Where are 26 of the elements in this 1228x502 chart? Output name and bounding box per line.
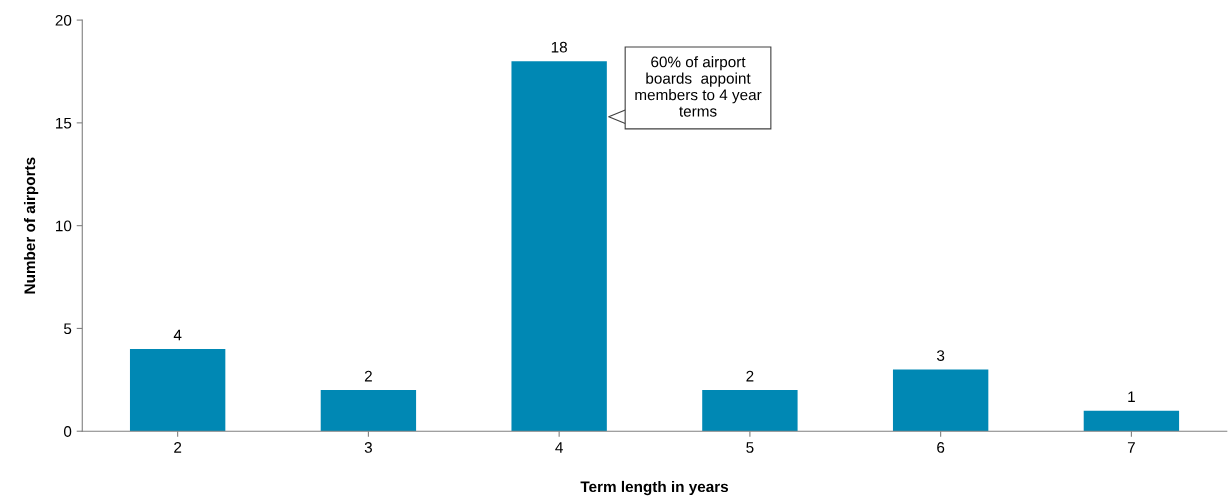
x-tick-label: 7 (1127, 442, 1135, 453)
data-label: 18 (551, 41, 567, 53)
bar (892, 369, 989, 432)
bar (511, 61, 607, 432)
x-tick-label: 5 (746, 442, 754, 453)
data-label: 3 (936, 350, 945, 361)
data-label: 2 (746, 370, 754, 382)
data-label: 2 (364, 370, 372, 382)
bar (702, 390, 798, 432)
bar (320, 390, 417, 432)
bar (1083, 410, 1180, 432)
x-tick-label: 3 (364, 442, 372, 453)
y-tick-label: 10 (56, 220, 72, 232)
x-tick-label: 4 (555, 442, 563, 453)
y-tick-label: 15 (56, 117, 72, 129)
y-tick-label: 20 (55, 14, 72, 26)
x-tick-label: 6 (937, 442, 945, 453)
data-label: 1 (1128, 391, 1135, 402)
x-tick-label: 2 (174, 442, 182, 453)
y-axis-title: Number of airports (23, 157, 39, 294)
data-label: 4 (173, 329, 182, 341)
x-axis-title: Term length in years (580, 480, 729, 496)
annotation: 60% of airport boards appoint members to 4 year terms (635, 56, 762, 117)
bar (129, 348, 226, 432)
y-tick-label: 5 (63, 323, 72, 335)
y-tick-label: 0 (63, 426, 72, 437)
